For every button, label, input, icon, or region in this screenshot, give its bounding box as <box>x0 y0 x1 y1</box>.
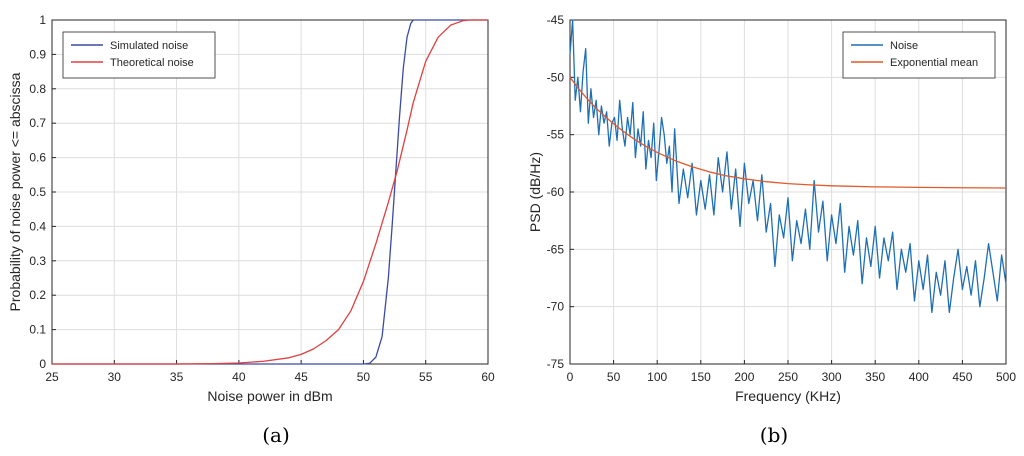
legend-entry: Simulated noise <box>110 40 188 52</box>
x-tick-label: 100 <box>647 370 667 384</box>
y-tick-label: -50 <box>547 70 565 84</box>
y-tick-label: 0 <box>39 357 46 371</box>
series-line-0-0 <box>52 19 488 365</box>
y-tick-label: -60 <box>547 185 565 199</box>
x-tick-label: 40 <box>232 370 246 384</box>
x-tick-label: 400 <box>909 370 929 384</box>
x-tick-label: 50 <box>357 370 371 384</box>
series-line-0-1 <box>52 19 488 365</box>
chart-b-ylabel: PSD (dB/Hz) <box>527 152 543 232</box>
y-tick-label: -75 <box>547 357 565 371</box>
chart-a: 25 30 35 40 45 50 55 60 0 0.1 0.2 0.3 0.4 0.5 0.6 0.7 0.… <box>7 13 495 447</box>
chart-a-legend: Simulated noise Theoretical noise <box>62 31 216 79</box>
y-tick-label: 0.8 <box>29 82 46 96</box>
chart-a-panel-label: (a) <box>262 423 290 447</box>
x-tick-label: 45 <box>294 370 308 384</box>
x-tick-label: 350 <box>865 370 885 384</box>
x-tick-label: 500 <box>996 370 1016 384</box>
x-tick-label: 60 <box>481 370 495 384</box>
x-tick-label: 25 <box>45 370 59 384</box>
x-tick-label: 200 <box>734 370 754 384</box>
x-tick-label: 0 <box>567 370 574 384</box>
x-tick-label: 30 <box>108 370 122 384</box>
legend-entry: Noise <box>890 40 918 52</box>
chart-b-legend: Noise Exponential mean <box>842 31 996 79</box>
y-tick-label: 0.7 <box>29 116 46 130</box>
chart-b-xlabel: Frequency (KHz) <box>735 388 841 404</box>
chart-b-series <box>569 19 1007 314</box>
y-tick-label: 1 <box>39 13 46 27</box>
x-tick-label: 450 <box>952 370 972 384</box>
legend-entry: Exponential mean <box>890 57 978 69</box>
x-tick-label: 300 <box>822 370 842 384</box>
y-tick-label: 0.1 <box>29 323 46 337</box>
x-tick-label: 50 <box>607 370 621 384</box>
y-tick-label: 0.3 <box>29 254 46 268</box>
legend-entry: Theoretical noise <box>110 57 194 69</box>
chart-a-xlabel: Noise power in dBm <box>207 388 332 404</box>
x-tick-label: 55 <box>419 370 433 384</box>
chart-b-tick-labels: 0 50 100 150 200 250 300 350 400 450 500 -75 -70 -65 -… <box>547 13 1017 384</box>
legend-box <box>842 31 996 79</box>
y-tick-label: -45 <box>547 13 565 27</box>
chart-a-series <box>52 19 488 365</box>
legend-box <box>62 31 216 79</box>
x-tick-label: 35 <box>170 370 184 384</box>
y-tick-label: 0.9 <box>29 47 46 61</box>
chart-a-ylabel: Probability of noise power <= abscissa <box>7 72 23 311</box>
x-tick-label: 250 <box>778 370 798 384</box>
chart-a-tick-labels: 25 30 35 40 45 50 55 60 0 0.1 0.2 0.3 0.4 0.5 0.6 0.7 0.… <box>29 13 495 384</box>
series-line-1-1 <box>569 76 1007 189</box>
y-tick-label: 0.2 <box>29 288 46 302</box>
y-tick-label: -65 <box>547 242 565 256</box>
y-tick-label: 0.5 <box>29 185 46 199</box>
chart-a-grid <box>51 19 489 365</box>
chart-b-panel-label: (b) <box>760 423 788 447</box>
x-tick-label: 150 <box>691 370 711 384</box>
y-tick-label: -70 <box>547 300 565 314</box>
y-tick-label: 0.4 <box>29 219 46 233</box>
chart-b: 0 50 100 150 200 250 300 350 400 450 500 -75 -70 -65 -… <box>527 13 1016 447</box>
y-tick-label: 0.6 <box>29 151 46 165</box>
y-tick-label: -55 <box>547 128 565 142</box>
